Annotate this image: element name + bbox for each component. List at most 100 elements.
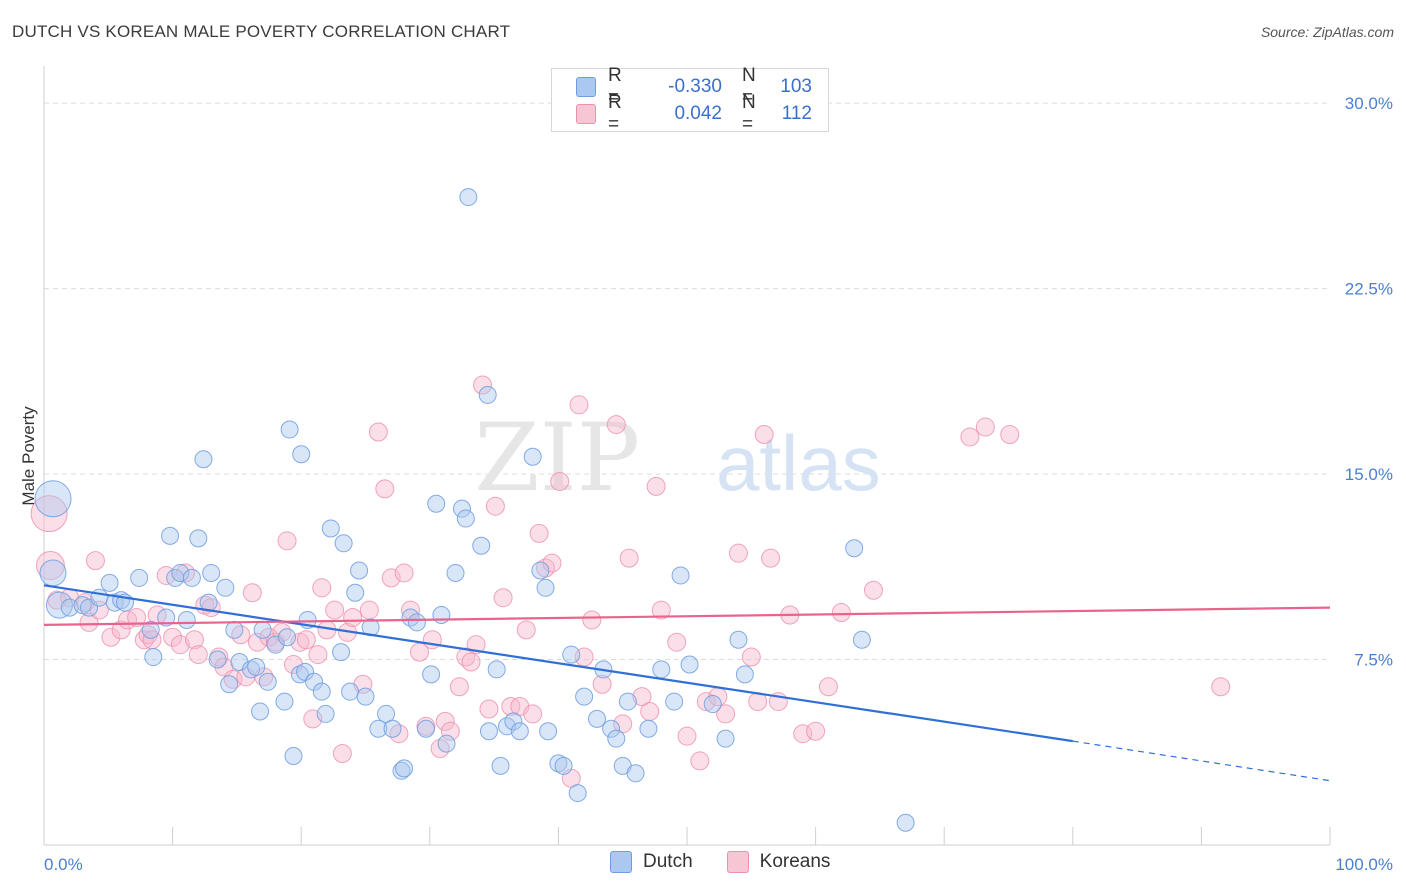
korean-point <box>651 600 671 620</box>
y-tick-label: 15.0% <box>1345 465 1393 484</box>
dutch-point <box>157 608 176 627</box>
dutch-point <box>422 665 441 684</box>
dutch-point <box>275 692 294 711</box>
korean-point <box>818 677 838 697</box>
korean-point <box>435 711 455 731</box>
r-value: 0.042 <box>674 103 722 124</box>
dutch-swatch <box>610 851 632 873</box>
n-label: N = <box>742 92 756 135</box>
korean-point <box>30 495 68 533</box>
korean-point <box>550 471 570 491</box>
korean-point <box>381 568 401 588</box>
dutch-point <box>703 695 722 714</box>
korean-point <box>690 751 710 771</box>
dutch-swatch <box>576 77 596 97</box>
dutch-point <box>305 672 324 691</box>
dutch-point <box>562 645 581 664</box>
dutch-point <box>141 620 160 639</box>
korean-point <box>606 415 626 435</box>
korean-point <box>646 476 666 496</box>
n-value: 112 <box>781 103 812 124</box>
korean-point <box>277 531 297 551</box>
korean-point <box>259 627 279 647</box>
korean-point <box>806 721 826 741</box>
legend-row-dutch: R = -0.330 N = 103 <box>576 65 812 108</box>
dutch-point <box>202 563 221 582</box>
korean-point <box>523 704 543 724</box>
dutch-point <box>220 675 239 694</box>
dutch-point <box>395 759 414 778</box>
r-label: R = <box>608 92 622 135</box>
dutch-point <box>568 784 587 803</box>
korean-point <box>1000 424 1020 444</box>
dutch-point <box>491 756 510 775</box>
korean-point <box>170 635 190 655</box>
dutch-point <box>251 702 270 721</box>
dutch-point <box>539 722 558 741</box>
korean-point <box>667 632 687 652</box>
korean-point <box>728 543 748 563</box>
legend-item-dutch[interactable]: Dutch <box>610 851 693 873</box>
korean-point <box>696 692 716 712</box>
n-value: 103 <box>780 76 812 97</box>
dutch-point <box>504 712 523 731</box>
watermark-zip: ZIP <box>474 404 640 513</box>
korean-point <box>343 607 363 627</box>
dutch-point <box>456 509 475 528</box>
dutch-point <box>459 188 478 207</box>
legend-label-koreans: Koreans <box>759 851 831 872</box>
dutch-point <box>478 385 497 404</box>
dutch-point <box>407 613 426 632</box>
y-axis-label: Male Poverty <box>19 406 38 506</box>
dutch-point <box>296 662 315 681</box>
dutch-point <box>472 536 491 555</box>
dutch-point <box>280 420 299 439</box>
dutch-point <box>144 648 163 667</box>
dutch-point <box>130 568 149 587</box>
korean-point <box>493 588 513 608</box>
y-tick-label: 7.5% <box>1354 651 1393 670</box>
dutch-point <box>45 591 73 619</box>
dutch-point <box>312 682 331 701</box>
dutch-point <box>452 499 471 518</box>
dutch-point <box>225 620 244 639</box>
dutch-point <box>575 687 594 706</box>
dutch-point <box>652 660 671 679</box>
korean-point <box>716 704 736 724</box>
dutch-point <box>437 734 456 753</box>
dutch-point <box>216 578 235 597</box>
dutch-point <box>735 665 754 684</box>
korean-point <box>308 645 328 665</box>
korean-point <box>632 687 652 707</box>
korean-point <box>79 612 99 632</box>
source-label: Source: ZipAtlas.com <box>1260 24 1394 40</box>
dutch-point <box>100 573 119 592</box>
dutch-points <box>34 188 915 832</box>
dutch-point <box>680 655 699 674</box>
dutch-point <box>671 566 690 585</box>
chart-title: DUTCH VS KOREAN MALE POVERTY CORRELATION… <box>12 22 511 41</box>
trend-lines <box>43 584 1331 782</box>
dutch-point <box>618 692 637 711</box>
dutch-point <box>729 630 748 649</box>
dutch-point <box>554 756 573 775</box>
korean-point <box>440 721 460 741</box>
legend-item-koreans[interactable]: Koreans <box>726 851 831 873</box>
korean-trend-line <box>43 606 1331 627</box>
korean-point <box>569 395 589 415</box>
korean-point <box>101 627 121 647</box>
r-label: R = <box>608 65 622 108</box>
korean-point <box>89 600 109 620</box>
dutch-point <box>531 561 550 580</box>
korean-point <box>449 677 469 697</box>
dutch-point <box>479 722 498 741</box>
korean-point <box>394 563 414 583</box>
korean-point <box>831 603 851 623</box>
korean-point <box>242 583 262 603</box>
dutch-point <box>427 494 446 513</box>
korean-point <box>359 600 379 620</box>
korean-point <box>296 630 316 650</box>
dutch-point <box>171 563 190 582</box>
x-tick-label: 0.0% <box>44 855 83 874</box>
dutch-point <box>369 719 388 738</box>
